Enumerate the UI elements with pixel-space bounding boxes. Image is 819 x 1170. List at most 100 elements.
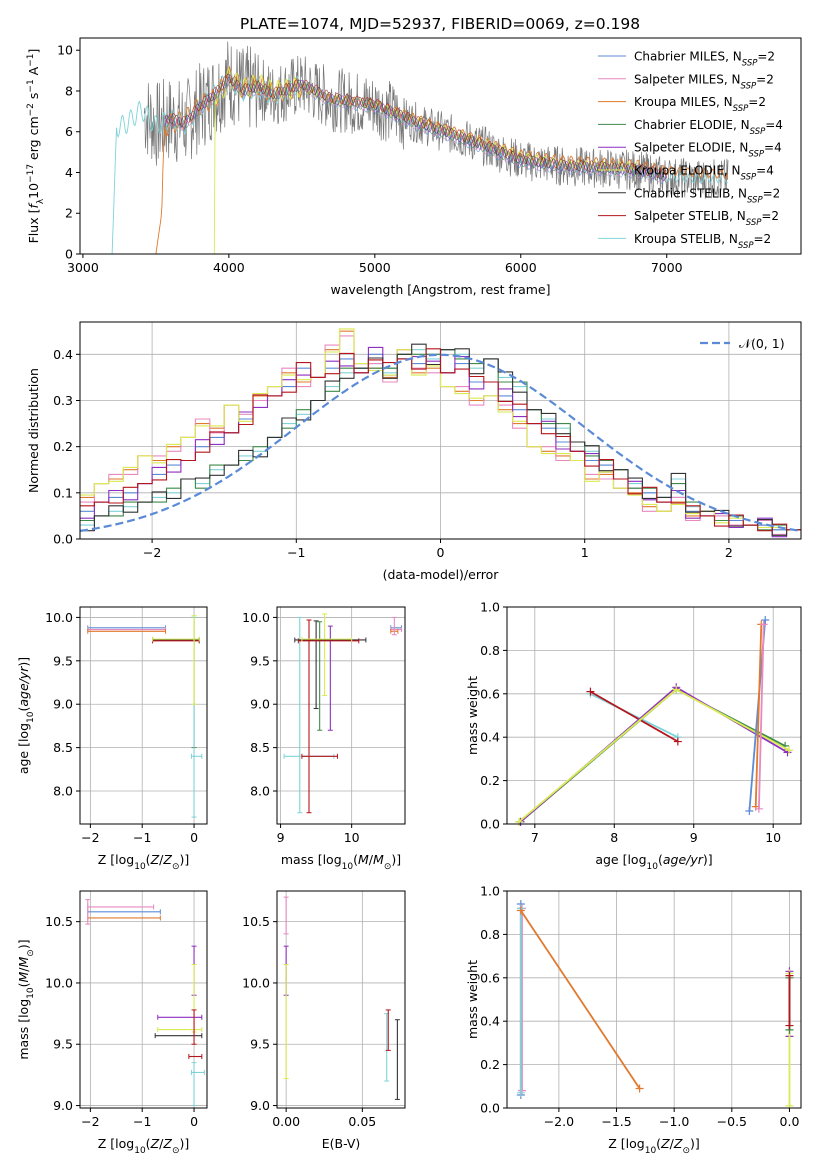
y-axis-label: mass weight [465,676,480,755]
x-tick-label: 6000 [505,260,537,275]
x-tick-label: −1 [133,830,151,845]
histogram-plot-area [80,328,801,538]
y-tick-label: 0.8 [480,643,500,658]
y-tick-label: 0.4 [480,1014,500,1029]
data-point [672,685,681,694]
panel-3: 9 10 8.0 8.5 9.0 9.5 10.0 [242,606,406,845]
data-point [516,906,525,915]
panel-2: −2 −1 0 8.0 8.5 9.0 9.5 10.0 [45,606,208,845]
data-point [759,620,768,629]
x-tick-label: 0.0 [780,1114,800,1129]
model-salpeter_miles [164,78,667,183]
y-tick-label: 0.6 [480,970,500,985]
y-tick-label: 9.5 [53,1037,73,1052]
data-point [745,806,754,815]
y-tick-label: 2 [65,206,73,221]
line-salpeter_stelib [589,690,679,743]
data-point [635,1084,644,1093]
y-tick-label: 10.0 [45,610,73,625]
y-tick-label: 8.5 [53,740,73,755]
legend-entry: Kroupa STELIB, NSSP=2 [634,232,771,251]
y-tick-label: 0 [65,247,73,262]
x-tick-label: −1 [287,545,305,560]
axes-frame [79,890,208,1109]
y-tick-label: 8.5 [250,740,270,755]
x-tick-label: 2 [725,545,733,560]
data-point [785,971,794,980]
data-point [586,687,595,696]
y-tick-label: 10 [57,43,73,58]
hist-salpeter_stelib [80,348,801,532]
y-axis-label: age [log10(age/yr)] [16,657,36,774]
x-tick-label: 10 [344,830,360,845]
x-tick-label: 0 [437,545,445,560]
y-tick-label: 9.0 [250,1098,270,1113]
axes-frame [276,890,406,1109]
data-point [517,1086,526,1095]
y-tick-label: 10.0 [242,975,270,990]
y-tick-label: 10.5 [45,914,73,929]
y-tick-label: 8.0 [250,784,270,799]
y-tick-label: 1.0 [480,600,500,615]
y-tick-label: 0.0 [480,817,500,832]
y-tick-label: 1.0 [480,884,500,899]
y-tick-label: 0.4 [53,347,73,362]
x-tick-label: −1 [133,1114,151,1129]
panel-4: 7 8 9 10 0.0 0.2 0.4 0.6 0.8 1.0 mass weight [465,600,802,845]
line-kroupa_stelib [589,692,679,739]
data-point [785,1021,794,1030]
x-tick-label: −2 [81,830,99,845]
y-tick-label: 9.0 [53,1098,73,1113]
x-tick-label: 5000 [359,260,391,275]
y-tick-label: 8.0 [53,784,73,799]
x-tick-label: 1 [581,545,589,560]
y-tick-label: 9.5 [250,1037,270,1052]
x-tick-label: 0.00 [272,1114,300,1129]
data-point [754,804,763,813]
panel-7: −2.0 −1.5 −1.0 −0.5 0.0 0.0 0.2 0.4 0.6 0.8 1.0 mas… [465,884,802,1129]
y-tick-label: 10.5 [242,914,270,929]
x-axis-label: Z [log10(Z/Z⊙)] [98,1136,190,1156]
x-tick-label: −1.5 [601,1114,631,1129]
y-tick-label: 0.4 [480,730,500,745]
y-tick-label: 9.5 [53,653,73,668]
y-tick-label: 0.2 [480,773,500,788]
x-tick-label: 4000 [213,260,245,275]
y-tick-label: 10.0 [242,610,270,625]
y-tick-label: 0.2 [480,1057,500,1072]
x-tick-label: 0.05 [348,1114,376,1129]
model-salpeter_stelib [164,75,667,179]
y-axis-label: mass [log10(M/M⊙)] [16,939,36,1059]
x-tick-label: 7000 [651,260,683,275]
data-point [761,616,770,625]
x-axis-label: (data-model)/error [383,567,500,582]
legend-entry: Salpeter STELIB, NSSP=2 [634,209,779,228]
data-point [673,737,682,746]
line-kroupa_miles [520,910,641,1089]
y-tick-label: 10.0 [45,975,73,990]
y-tick-label: 9.5 [250,653,270,668]
legend-entry: Salpeter ELODIE, NSSP=4 [634,141,782,160]
line-kroupa_elodie [518,688,790,823]
x-tick-label: 3000 [67,260,99,275]
x-axis-label: E(B-V) [322,1136,361,1151]
panel-0: 3000 4000 5000 6000 7000 0 2 4 6 8 10 wavelength [A… [57,37,802,297]
y-tick-label: 6 [65,124,73,139]
legend-entry: 𝒩(0, 1) [739,336,785,351]
x-tick-label: 9 [690,830,698,845]
axes-frame [276,606,406,825]
legend-entry: Chabrier ELODIE, NSSP=4 [634,118,783,137]
x-tick-label: 0 [190,1114,198,1129]
legend-entry: Chabrier STELIB, NSSP=2 [634,186,780,205]
y-tick-label: 0.2 [53,439,73,454]
axes-frame [79,606,208,825]
y-tick-label: 4 [65,165,73,180]
legend-entry: Salpeter MILES, NSSP=2 [634,72,774,91]
x-tick-label: 9 [277,830,285,845]
y-axis-label: mass weight [465,960,480,1039]
data-point [785,746,794,755]
x-axis-label: Z [log10(Z/Z⊙)] [98,852,190,872]
x-tick-label: 7 [531,830,539,845]
y-tick-label: 8 [65,83,73,98]
